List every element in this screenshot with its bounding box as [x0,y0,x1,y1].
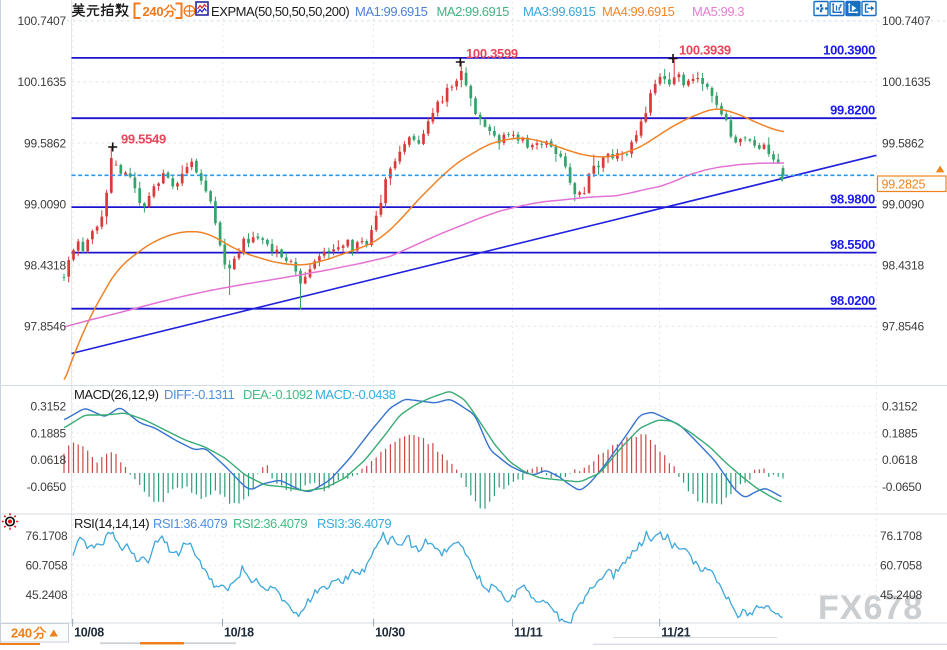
svg-text:98.4318: 98.4318 [882,258,925,272]
svg-text:MA2:99.6915: MA2:99.6915 [437,4,510,19]
svg-text:99.5862: 99.5862 [24,136,67,150]
svg-text:MA5:99.3: MA5:99.3 [692,4,744,19]
svg-text:100.1635: 100.1635 [18,75,67,89]
svg-text:10/08: 10/08 [74,626,104,640]
svg-text:240: 240 [11,626,32,641]
svg-text:RSI3:36.4079: RSI3:36.4079 [317,516,391,531]
svg-text:0.1885: 0.1885 [30,426,66,440]
svg-text:97.8546: 97.8546 [24,320,67,334]
svg-text:99.0090: 99.0090 [882,197,925,211]
svg-text:100.3900: 100.3900 [823,42,875,57]
svg-text:MACD:-0.0438: MACD:-0.0438 [315,387,396,402]
svg-text:DIFF:-0.1311: DIFF:-0.1311 [164,387,234,402]
svg-text:100.7407: 100.7407 [882,14,931,28]
svg-text:DEA:-0.1092: DEA:-0.1092 [243,387,313,402]
svg-text:99.5549: 99.5549 [121,132,166,147]
svg-text:60.7058: 60.7058 [26,559,69,573]
svg-text:99.8200: 99.8200 [830,103,875,118]
svg-text:FX678: FX678 [818,589,923,627]
svg-text:100.1635: 100.1635 [882,75,931,89]
svg-text:0.0618: 0.0618 [30,453,66,467]
svg-text:MA3:99.6915: MA3:99.6915 [523,4,596,19]
svg-text:10/30: 10/30 [375,626,405,640]
svg-text:EXPMA(50,50,50,50,200): EXPMA(50,50,50,50,200) [211,4,349,19]
svg-text:76.1708: 76.1708 [880,529,923,543]
svg-text:45.2408: 45.2408 [880,588,923,602]
svg-text:76.1708: 76.1708 [26,529,69,543]
svg-text:240: 240 [143,4,164,19]
svg-text:MACD(26,12,9): MACD(26,12,9) [74,387,159,402]
svg-text:97.8546: 97.8546 [882,320,925,334]
svg-text:60.7058: 60.7058 [880,559,923,573]
svg-text:98.4318: 98.4318 [24,258,67,272]
svg-text:MA1:99.6915: MA1:99.6915 [355,4,428,19]
svg-text:11/11: 11/11 [514,626,543,640]
svg-text:98.5500: 98.5500 [830,237,875,252]
svg-text:RSI2:36.4079: RSI2:36.4079 [233,516,307,531]
svg-text:RSI1:36.4079: RSI1:36.4079 [153,516,227,531]
svg-text:0.0618: 0.0618 [882,453,918,467]
svg-text:99.5862: 99.5862 [882,136,925,150]
svg-text:0.3152: 0.3152 [882,400,918,414]
svg-text:-0.0650: -0.0650 [882,480,922,494]
svg-text:MA4:99.6915: MA4:99.6915 [602,4,675,19]
svg-text:RSI(14,14,14): RSI(14,14,14) [74,516,149,531]
svg-text:98.0200: 98.0200 [830,293,875,308]
svg-text:10/18: 10/18 [224,626,254,640]
svg-text:11/21: 11/21 [661,626,690,640]
svg-text:100.3939: 100.3939 [679,43,731,58]
svg-text:-0.0650: -0.0650 [27,480,67,494]
svg-text:0.1885: 0.1885 [882,426,918,440]
svg-text:99.2825: 99.2825 [882,177,926,191]
svg-text:100.3599: 100.3599 [466,46,518,61]
svg-text:45.2408: 45.2408 [26,588,69,602]
svg-text:100.7407: 100.7407 [18,14,67,28]
svg-text:99.0090: 99.0090 [24,197,67,211]
svg-text:98.9800: 98.9800 [830,192,875,207]
svg-text:0.3152: 0.3152 [30,400,66,414]
